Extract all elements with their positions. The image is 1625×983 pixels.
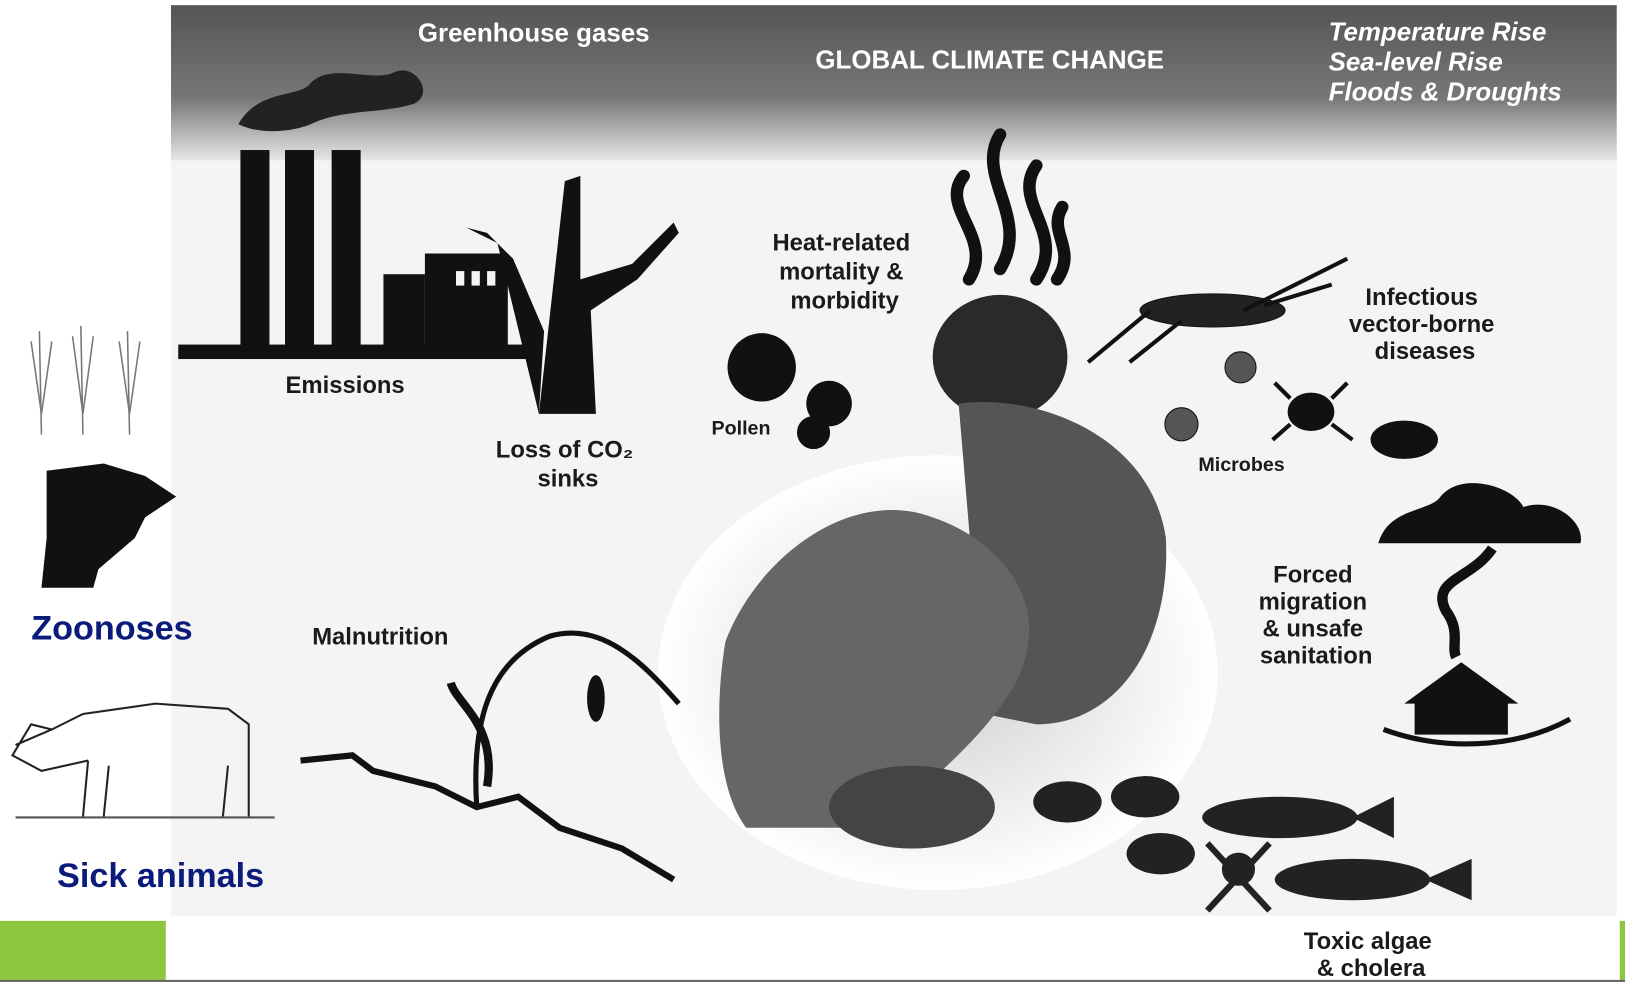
label-line: Toxic algae bbox=[1304, 928, 1432, 955]
pollen-label: Pollen bbox=[711, 418, 770, 440]
label-line: vector-borne bbox=[1349, 311, 1495, 338]
label-line: & unsafe bbox=[1263, 615, 1364, 642]
label-line: Forced bbox=[1273, 562, 1352, 589]
label-line: migration bbox=[1259, 588, 1368, 615]
label-line: diseases bbox=[1375, 338, 1476, 365]
effect: Floods & Droughts bbox=[1329, 78, 1562, 106]
label-line: mortality & bbox=[779, 258, 903, 285]
footer-accent bbox=[1620, 921, 1625, 981]
zoonoses-label: Zoonoses bbox=[31, 609, 192, 647]
label-line: Loss of CO₂ bbox=[496, 436, 634, 463]
heat-label: Heat-related mortality & morbidity bbox=[772, 229, 916, 314]
label-line: morbidity bbox=[790, 287, 899, 314]
grass-icon bbox=[31, 326, 140, 435]
label-line: sanitation bbox=[1260, 642, 1372, 669]
label-line: Heat-related bbox=[772, 229, 910, 256]
footer-line bbox=[0, 980, 1625, 982]
footer-accent bbox=[0, 921, 166, 981]
greenhouse-label: Greenhouse gases bbox=[418, 19, 650, 47]
effect: Temperature Rise bbox=[1329, 18, 1547, 46]
algae-label: Toxic algae & cholera bbox=[1304, 928, 1439, 982]
effect: Sea-level Rise bbox=[1329, 48, 1503, 76]
malnutrition-label: Malnutrition bbox=[312, 624, 448, 651]
label-line: Infectious bbox=[1365, 284, 1477, 311]
page: {"header": {"left": "Greenhouse gases", … bbox=[0, 0, 1625, 983]
cow-head-icon bbox=[41, 464, 176, 588]
emissions-label: Emissions bbox=[286, 372, 405, 399]
diagram: Greenhouse gases GLOBAL CLIMATE CHANGE T… bbox=[0, 0, 1625, 983]
microbes-label: Microbes bbox=[1198, 454, 1284, 476]
migration-label: Forced migration & unsafe sanitation bbox=[1259, 562, 1374, 670]
sick-animals-label: Sick animals bbox=[57, 857, 264, 895]
label-line: & cholera bbox=[1317, 955, 1426, 982]
label-line: sinks bbox=[537, 465, 598, 492]
title: GLOBAL CLIMATE CHANGE bbox=[815, 46, 1164, 74]
